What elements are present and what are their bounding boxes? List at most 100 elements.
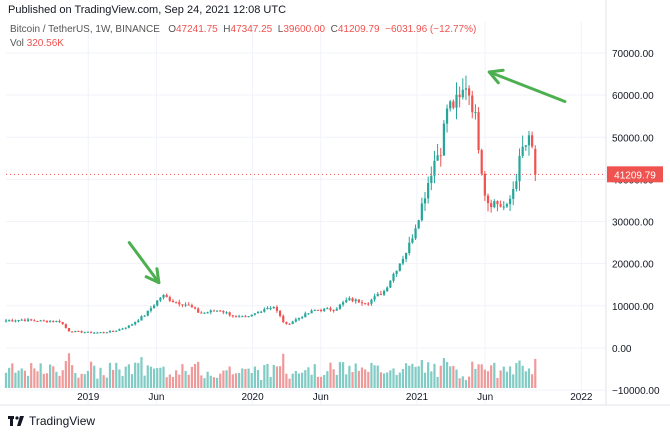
volume-bar	[439, 365, 442, 388]
candle-body	[357, 299, 360, 303]
volume-bar	[445, 361, 449, 388]
candle-body	[502, 206, 505, 208]
candle-body	[71, 331, 74, 333]
volume-bar	[269, 377, 272, 388]
volume-bar	[332, 369, 335, 388]
volume-bar	[86, 370, 90, 388]
candle-body	[420, 203, 423, 221]
candle-body	[518, 155, 521, 182]
volume-bar	[436, 376, 439, 388]
volume-bar	[234, 373, 238, 388]
volume-bar	[190, 366, 193, 388]
candle-body	[99, 332, 102, 334]
candle-body	[345, 300, 348, 303]
candle-body	[124, 327, 127, 329]
volume-bar	[382, 373, 386, 388]
volume-bar	[493, 362, 496, 388]
volume-bar	[23, 370, 27, 388]
current-price-label: 41209.79	[614, 170, 656, 181]
candle-body	[508, 198, 512, 205]
candle-body	[269, 308, 272, 310]
candle-body	[332, 310, 335, 312]
volume-bar	[364, 369, 367, 388]
volume-bar	[8, 367, 11, 388]
volume-label[interactable]: Vol	[10, 38, 24, 49]
candle-body	[423, 198, 427, 204]
price-tick-label: −10000.00	[612, 386, 660, 397]
candle-body	[52, 321, 55, 323]
volume-bar	[96, 378, 99, 388]
volume-bar	[395, 374, 398, 388]
candle-body	[430, 175, 433, 184]
volume-bar	[193, 363, 197, 388]
volume-bar	[105, 377, 108, 388]
candle-body	[433, 160, 436, 176]
published-caption: Published on TradingView.com, Sep 24, 20…	[8, 4, 287, 16]
candle-body	[45, 320, 49, 323]
candle-body	[351, 298, 354, 302]
volume-bar	[307, 367, 310, 388]
volume-bar	[316, 376, 319, 388]
volume-bar	[288, 378, 291, 388]
candle-body	[486, 195, 490, 204]
volume-bar	[168, 374, 171, 388]
candle-body	[379, 293, 383, 295]
candle-body	[206, 312, 209, 314]
volume-bar	[55, 371, 58, 388]
candle-body	[178, 302, 181, 305]
arrow-head	[155, 267, 161, 285]
volume-bar	[357, 370, 360, 388]
volume-bar	[71, 365, 74, 388]
candle-body	[23, 319, 27, 321]
volume-bar	[376, 365, 379, 388]
candle-body	[212, 310, 216, 312]
volume-bar	[165, 377, 168, 388]
candle-body	[455, 94, 458, 108]
volume-bar	[247, 368, 250, 388]
arrow-shaft	[487, 70, 567, 103]
price-tick-label: 60000.00	[612, 91, 654, 102]
candle-body	[140, 316, 143, 321]
volume-legend: Vol 320.56K	[10, 38, 64, 49]
volume-bar	[45, 373, 49, 388]
candle-body	[275, 306, 279, 311]
candle-body	[234, 316, 238, 318]
volume-bar	[499, 370, 502, 388]
volume-bar	[474, 368, 477, 388]
volume-bar	[14, 372, 17, 388]
candle-body	[291, 321, 294, 324]
volume-bar	[408, 365, 411, 388]
candle-body	[364, 303, 367, 305]
volume-bar	[360, 367, 364, 388]
volume-bar	[146, 365, 149, 388]
volume-bar	[354, 363, 357, 388]
candle-body	[449, 101, 452, 109]
candle-body	[146, 310, 149, 316]
volume-bar	[345, 374, 348, 388]
candle-body	[89, 331, 93, 333]
arrow-2021-peak	[487, 68, 567, 103]
volume-bars	[4, 353, 537, 388]
candle-body	[335, 308, 338, 311]
candle-body	[531, 135, 534, 147]
candle-body	[360, 302, 364, 304]
time-tick-label: 2020	[241, 392, 264, 403]
candle-body	[86, 331, 90, 333]
candle-body	[398, 263, 401, 271]
candle-body	[121, 328, 124, 330]
volume-bar	[427, 362, 430, 388]
candle-body	[386, 287, 389, 292]
candle-body	[20, 319, 23, 321]
candle-body	[471, 95, 474, 113]
volume-bar	[112, 369, 115, 388]
symbol-label[interactable]: Bitcoin / TetherUS, 1W, BINANCE	[10, 24, 160, 35]
candle-body	[521, 146, 524, 156]
footer-brand[interactable]: TradingView	[8, 414, 95, 428]
candle-body	[474, 112, 477, 114]
volume-bar	[326, 371, 329, 388]
volume-bar	[118, 369, 121, 388]
volume-bar	[483, 369, 486, 388]
candle-body	[512, 188, 515, 199]
